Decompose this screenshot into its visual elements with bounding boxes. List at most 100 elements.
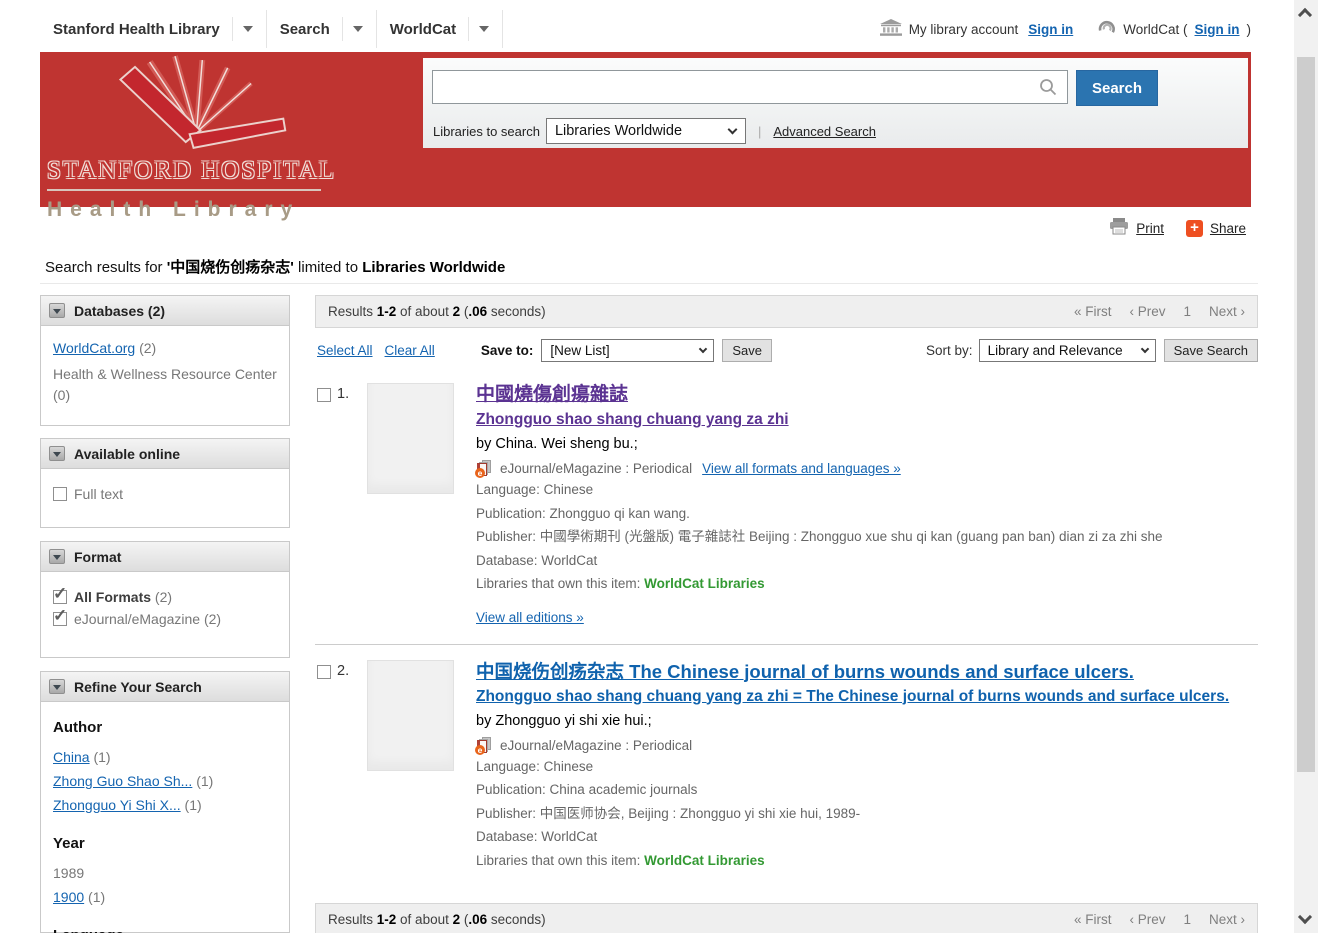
ejournal-checkbox[interactable]: [53, 606, 67, 626]
databases-section-body: WorldCat.org (2) Health & Wellness Resou…: [41, 326, 289, 416]
logo-text-stanford-hospital: STANFORD HOSPITAL: [47, 157, 337, 184]
result-romanized-title-link[interactable]: Zhongguo shao shang chuang yang za zhi: [476, 411, 789, 428]
collapse-icon[interactable]: [49, 679, 65, 694]
full-text-checkbox[interactable]: [53, 487, 67, 501]
vertical-scrollbar[interactable]: [1294, 0, 1318, 933]
facet-count: (1): [180, 797, 202, 813]
facet-count: (1): [84, 889, 106, 905]
result-2-checkbox[interactable]: [317, 664, 331, 679]
scrollbar-down-arrow-icon[interactable]: [1297, 909, 1313, 925]
clear-all-link[interactable]: Clear All: [384, 343, 435, 358]
sidebar-section-databases: Databases (2) WorldCat.org (2) Health & …: [40, 295, 290, 426]
select-all-link[interactable]: Select All: [317, 343, 373, 358]
result-publisher: Publisher: 中国医师协会, Beijing : Zhongguo yi…: [476, 805, 861, 821]
result-thumbnail[interactable]: [367, 659, 454, 771]
save-search-button[interactable]: Save Search: [1163, 339, 1258, 362]
save-to-select[interactable]: [New List]: [541, 339, 715, 362]
nav-item-stanford-health-library[interactable]: Stanford Health Library: [40, 10, 266, 48]
result-romanized-title-link[interactable]: Zhongguo shao shang chuang yang za zhi =…: [476, 687, 1230, 705]
chevron-down-icon: [352, 26, 363, 32]
sort-by-select[interactable]: Library and Relevance: [978, 339, 1156, 362]
result-detail: 中国烧伤创疡杂志 The Chinese journal of burns wo…: [475, 660, 1258, 872]
result-number: 1.: [337, 386, 350, 402]
result-detail: 中國燒傷創瘍雜誌 Zhongguo shao shang chuang yang…: [475, 383, 1258, 627]
site-banner: STANFORD HOSPITAL Health Library Search …: [40, 52, 1251, 221]
results-main: Results 1-2 of about 2 (.06 seconds) « F…: [315, 295, 1258, 871]
pagination-next[interactable]: Next ›: [1208, 912, 1245, 927]
results-toolbar: Select All Clear All Save to: [New List]…: [315, 328, 1258, 368]
pagination: « First ‹ Prev 1 Next ›: [1074, 304, 1245, 319]
pagination-first[interactable]: « First: [1073, 912, 1112, 927]
printer-icon: [1109, 218, 1129, 238]
year-facet-link[interactable]: 1900: [53, 889, 85, 905]
refine-section-header[interactable]: Refine Your Search: [41, 672, 289, 702]
result-format-row: eJournal/eMagazine : Periodical View all…: [475, 460, 1258, 478]
collapse-icon[interactable]: [49, 549, 65, 564]
divider: [231, 17, 233, 41]
stanford-hospital-logo: STANFORD HOSPITAL Health Library: [47, 54, 377, 222]
result-byline: by China. Wei sheng bu.;: [476, 436, 638, 452]
all-formats-checkbox[interactable]: [53, 584, 67, 604]
pagination: « First ‹ Prev 1 Next ›: [1074, 912, 1245, 927]
divider: [40, 283, 1258, 284]
divider: [502, 10, 504, 48]
save-button[interactable]: Save: [722, 339, 772, 362]
library-building-icon: [879, 19, 902, 39]
format-section-header[interactable]: Format: [41, 542, 289, 572]
worldcat-account-label-close: ): [1246, 21, 1252, 37]
view-all-editions-link[interactable]: View all editions »: [476, 609, 584, 625]
divider: [468, 17, 470, 41]
author-facet-link[interactable]: China: [53, 749, 90, 765]
view-all-formats-link[interactable]: View all formats and languages »: [702, 461, 901, 476]
author-facet-link[interactable]: Zhong Guo Shao Sh...: [53, 773, 193, 789]
search-magnifier-icon: [1039, 78, 1057, 101]
nav-item-search[interactable]: Search: [267, 10, 376, 48]
result-title-link[interactable]: 中國燒傷創瘍雜誌: [476, 384, 629, 405]
ejournal-icon: [475, 736, 493, 755]
available-online-section-header[interactable]: Available online: [41, 439, 289, 469]
collapse-icon[interactable]: [49, 446, 65, 461]
pagination-page-1[interactable]: 1: [1183, 304, 1191, 319]
page-actions: Print Share: [40, 218, 1246, 238]
result-number: 2.: [337, 662, 350, 679]
advanced-search-link[interactable]: Advanced Search: [773, 123, 876, 139]
print-link[interactable]: Print: [1136, 220, 1164, 236]
worldcat-org-link[interactable]: WorldCat.org: [53, 340, 136, 356]
databases-section-header[interactable]: Databases (2): [41, 296, 289, 326]
scrollbar-thumb[interactable]: [1297, 57, 1315, 772]
author-heading: Author: [53, 719, 103, 736]
nav-item-worldcat[interactable]: WorldCat: [377, 10, 502, 48]
worldcat-sign-in-link[interactable]: Sign in: [1194, 21, 1240, 37]
libraries-scope-select[interactable]: Libraries Worldwide: [545, 118, 746, 144]
pagination-prev[interactable]: ‹ Prev: [1129, 304, 1166, 319]
share-plus-icon[interactable]: [1185, 219, 1203, 237]
pagination-page-1[interactable]: 1: [1183, 912, 1191, 927]
author-facet-link[interactable]: Zhongguo Yi Shi X...: [53, 797, 181, 813]
selected-scope: Libraries Worldwide: [554, 123, 683, 139]
scrollbar-up-arrow-icon[interactable]: [1297, 7, 1313, 23]
pagination-next[interactable]: Next ›: [1208, 304, 1245, 319]
search-button[interactable]: Search: [1076, 70, 1158, 106]
result-separator: [315, 643, 1258, 645]
share-link[interactable]: Share: [1209, 220, 1246, 236]
results-count-text: Results 1-2 of about 2 (.06 seconds): [328, 912, 546, 927]
result-title-link[interactable]: 中国烧伤创疡杂志 The Chinese journal of burns wo…: [476, 660, 1134, 682]
result-thumbnail[interactable]: [367, 383, 454, 494]
pagination-first[interactable]: « First: [1073, 304, 1112, 319]
facet-count: (1): [89, 749, 111, 765]
open-book-logo-icon: [47, 55, 295, 156]
pagination-prev[interactable]: ‹ Prev: [1129, 912, 1166, 927]
chevron-down-icon: [727, 124, 738, 135]
library-sign-in-link[interactable]: Sign in: [1028, 21, 1074, 37]
search-input[interactable]: [432, 70, 1068, 104]
libraries-to-search-label: Libraries to search: [433, 123, 540, 139]
results-status-bar-bottom: Results 1-2 of about 2 (.06 seconds) « F…: [315, 903, 1258, 933]
libraries-own-label: Libraries that own this item:: [476, 852, 645, 868]
result-publication: Publication: Zhongguo qi kan wang.: [476, 505, 690, 521]
result-libraries-row: Libraries that own this item: WorldCat L…: [476, 850, 1258, 872]
chevron-down-icon: [1140, 344, 1149, 354]
result-1-checkbox[interactable]: [317, 388, 331, 402]
collapse-icon[interactable]: [49, 303, 65, 318]
hwrc-database-label: Health & Wellness Resource Center (0): [53, 366, 277, 403]
